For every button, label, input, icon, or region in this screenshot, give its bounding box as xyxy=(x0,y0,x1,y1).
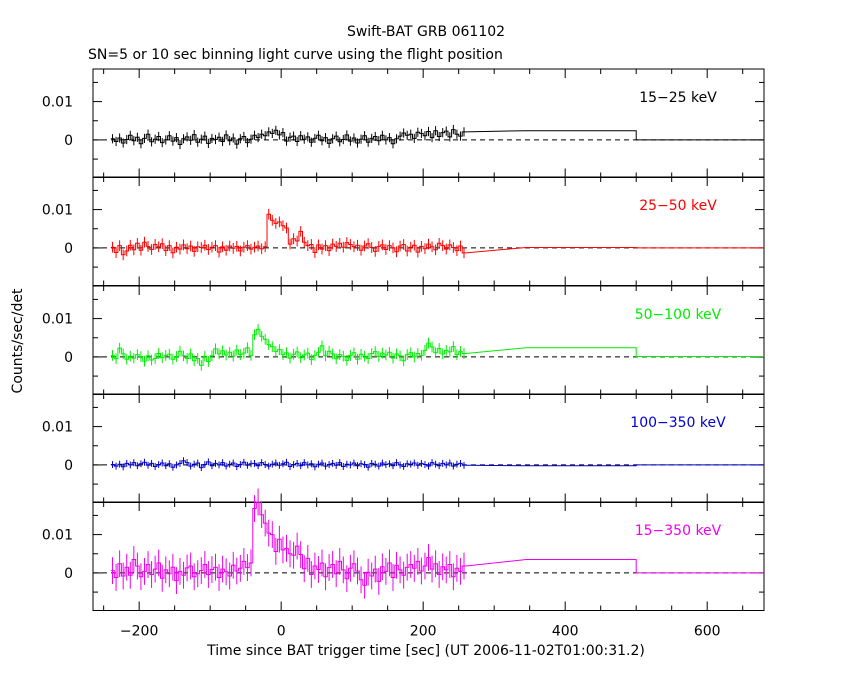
chart-title: Swift-BAT GRB 061102 xyxy=(347,24,505,40)
panel: 0 0.01 15−25 keV xyxy=(42,68,765,178)
panel-frame xyxy=(92,176,765,286)
data-series-line xyxy=(110,129,764,145)
y-tick-label: 0.01 xyxy=(42,420,73,436)
y-axis-label: Counts/sec/det xyxy=(10,288,26,393)
band-label: 100−350 keV xyxy=(630,415,726,431)
band-label: 50−100 keV xyxy=(635,307,722,323)
y-tick-label: 0 xyxy=(64,458,73,474)
data-series-line xyxy=(110,213,764,256)
y-tick-label: 0.01 xyxy=(42,95,73,111)
x-tick-label: 200 xyxy=(410,624,437,640)
data-series-line xyxy=(110,328,764,366)
band-label: 15−350 keV xyxy=(635,523,722,539)
band-label: 25−50 keV xyxy=(639,198,717,214)
panel: 0 0.01 25−50 keV xyxy=(42,176,765,286)
y-tick-label: 0.01 xyxy=(42,203,73,219)
x-tick-label: 600 xyxy=(694,624,721,640)
y-tick-label: 0 xyxy=(64,241,73,257)
panel-frame xyxy=(92,501,765,611)
data-series-line xyxy=(110,460,764,469)
x-axis-label: Time since BAT trigger time [sec] (UT 20… xyxy=(206,643,645,659)
panel-frame xyxy=(92,68,765,178)
panel-frame xyxy=(92,393,765,503)
y-tick-label: 0.01 xyxy=(42,528,73,544)
band-label: 15−25 keV xyxy=(639,90,717,106)
x-tick-label: 0 xyxy=(277,624,286,640)
chart-subtitle: SN=5 or 10 sec binning light curve using… xyxy=(88,47,503,63)
y-tick-label: 0 xyxy=(64,350,73,366)
y-tick-label: 0 xyxy=(64,566,73,582)
y-tick-label: 0.01 xyxy=(42,312,73,328)
data-series-line xyxy=(110,501,764,586)
x-tick-label: 400 xyxy=(552,624,579,640)
panel: 0 0.01 50−100 keV xyxy=(42,285,765,395)
panel: 0 0.01 15−350 keV xyxy=(42,488,765,611)
panel: 0 0.01 100−350 keV xyxy=(42,393,765,503)
y-tick-label: 0 xyxy=(64,133,73,149)
x-tick-label: −200 xyxy=(120,624,158,640)
